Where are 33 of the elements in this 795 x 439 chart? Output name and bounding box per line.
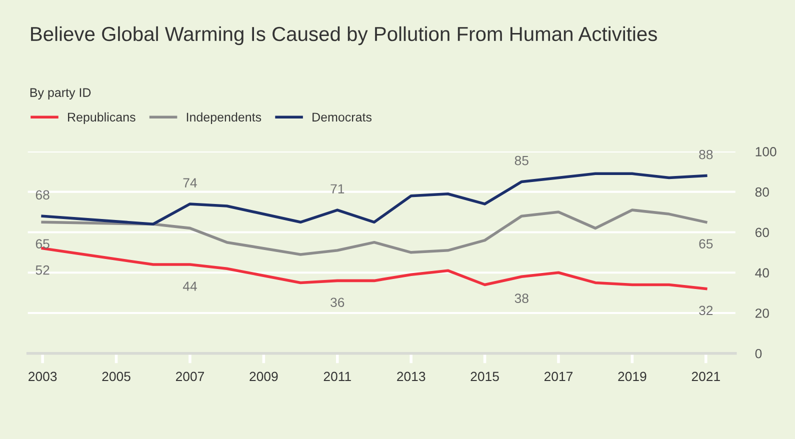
legend-label: Independents bbox=[186, 112, 262, 124]
x-tick-label: 2005 bbox=[102, 372, 130, 382]
legend-label: Democrats bbox=[312, 112, 372, 122]
x-tick-label: 2017 bbox=[544, 372, 573, 382]
data-label: 88 bbox=[699, 150, 713, 160]
x-tick-label: 2019 bbox=[618, 372, 646, 382]
y-tick-label: 20 bbox=[755, 308, 769, 318]
x-tick-label: 2021 bbox=[692, 372, 720, 382]
data-label: 32 bbox=[699, 306, 713, 316]
data-label: 65 bbox=[699, 239, 713, 248]
data-label: 85 bbox=[514, 156, 528, 166]
chart-subtitle: By party ID bbox=[30, 88, 91, 100]
x-tick-label: 2011 bbox=[324, 372, 351, 382]
x-tick-label: 2013 bbox=[397, 372, 426, 382]
data-label: 68 bbox=[36, 190, 50, 200]
y-tick-label: 80 bbox=[755, 187, 769, 197]
data-label: 52 bbox=[36, 265, 50, 275]
data-label: 71 bbox=[330, 184, 344, 194]
x-tick-label: 2015 bbox=[470, 372, 499, 382]
y-tick-label: 40 bbox=[755, 268, 769, 278]
y-tick-label: 60 bbox=[755, 228, 769, 238]
y-tick-label: 100 bbox=[756, 147, 776, 156]
data-label: 74 bbox=[183, 178, 197, 188]
data-label: 44 bbox=[182, 282, 197, 291]
x-tick-label: 2009 bbox=[250, 372, 278, 382]
data-label: 38 bbox=[514, 294, 528, 304]
data-label: 36 bbox=[330, 298, 344, 308]
chart-title: Believe Global Warming Is Caused by Pollution From Human Activities bbox=[31, 26, 657, 46]
x-tick-label: 2003 bbox=[28, 372, 57, 382]
data-label: 65 bbox=[36, 239, 50, 248]
y-tick-label: 0 bbox=[755, 348, 762, 358]
legend-label: Republicans bbox=[68, 112, 136, 124]
x-tick-label: 2007 bbox=[176, 372, 204, 382]
